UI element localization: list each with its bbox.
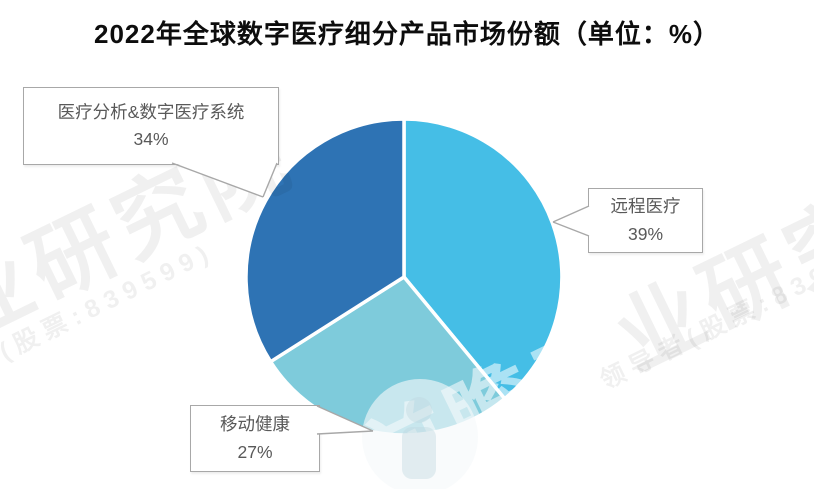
callout-box-mobile-health: 移动健康 27%	[190, 405, 320, 472]
callout-value-analytics: 34%	[133, 129, 169, 149]
callout-box-analytics: 医疗分析&数字医疗系统 34%	[23, 87, 279, 165]
callout-box-telemedicine: 远程医疗 39%	[588, 188, 703, 253]
pie-slice-2-医疗分析&数字医疗系统	[244, 117, 406, 364]
callout-label-telemedicine: 远程医疗	[610, 196, 681, 217]
callout-label-analytics: 医疗分析&数字医疗系统	[57, 101, 245, 122]
pie-slice-0-远程医疗	[402, 117, 564, 401]
callout-value-mobile-health: 27%	[237, 441, 273, 462]
page-title: 2022年全球数字医疗细分产品市场份额（单位：%）	[94, 19, 720, 49]
callout-value-telemedicine: 39%	[627, 223, 664, 244]
callout-label-mobile-health: 移动健康	[220, 414, 290, 435]
